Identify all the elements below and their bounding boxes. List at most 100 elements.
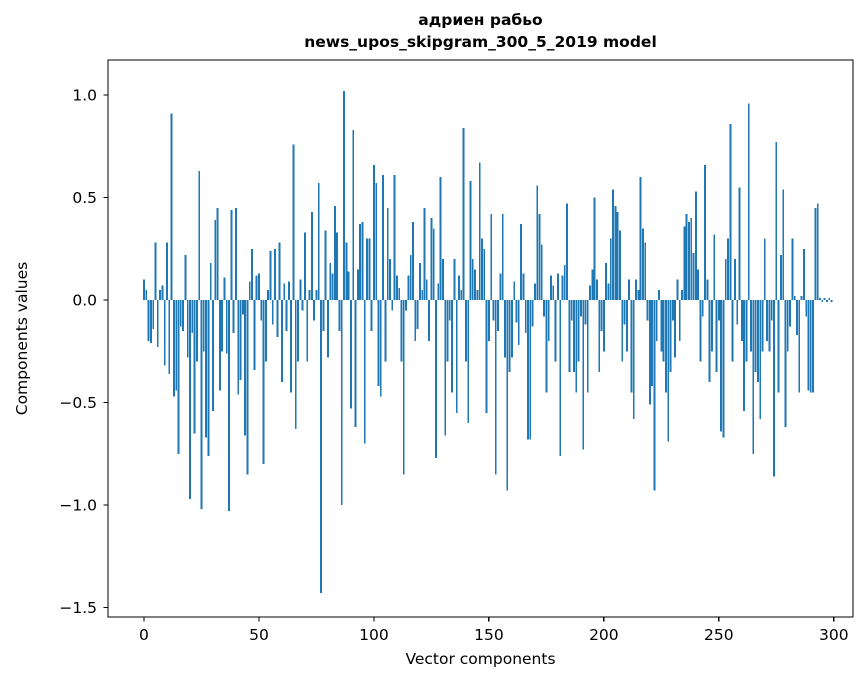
bar (825, 300, 828, 303)
bar (350, 300, 352, 409)
y-axis-label: Components values (13, 261, 31, 416)
bar (759, 300, 762, 419)
bar (506, 300, 509, 491)
bar (814, 207, 817, 301)
bar (575, 300, 578, 393)
bar (184, 254, 187, 301)
bar (145, 289, 148, 301)
bar (782, 189, 785, 301)
bar (446, 300, 449, 362)
bar (734, 259, 736, 301)
bar (777, 300, 780, 393)
bar (435, 300, 437, 458)
bar (527, 300, 529, 440)
bar (683, 226, 686, 301)
bar (761, 300, 764, 352)
bar (566, 203, 568, 301)
bar (189, 300, 191, 499)
bar (494, 300, 497, 475)
bar (379, 300, 382, 397)
y-tick-label: 0.5 (72, 189, 97, 207)
bar (724, 259, 727, 301)
bar (658, 289, 660, 301)
bar (448, 300, 451, 321)
bar (423, 207, 426, 301)
bar (262, 300, 265, 465)
bar (602, 300, 605, 352)
bar (441, 259, 444, 301)
bar (524, 300, 527, 333)
bar (322, 300, 325, 331)
bar (425, 279, 428, 301)
bar (699, 300, 702, 362)
bar (225, 300, 228, 354)
bar (830, 300, 833, 303)
bar (786, 300, 789, 352)
bar (543, 300, 545, 317)
bar (354, 300, 357, 428)
bar (692, 252, 695, 301)
bar (359, 224, 362, 301)
bar (301, 300, 304, 311)
bar (327, 300, 329, 358)
bar (391, 300, 394, 311)
bar (513, 281, 516, 301)
bar (600, 300, 603, 331)
chart-title: адриен рабьо news_upos_skipgram_300_5_20… (108, 9, 853, 53)
bar (598, 300, 601, 372)
bar (212, 300, 214, 411)
y-tick-label: −1.5 (59, 599, 97, 617)
bar (547, 300, 550, 342)
bar (715, 300, 718, 372)
bar (697, 269, 700, 301)
bar (639, 177, 642, 301)
bar (402, 300, 405, 475)
bar (363, 300, 366, 444)
x-tick-label: 50 (249, 626, 269, 644)
bar (612, 189, 614, 301)
bar (170, 113, 173, 301)
x-tick-label: 250 (704, 626, 734, 644)
bar (324, 230, 327, 301)
bar (563, 265, 566, 301)
bar (722, 300, 725, 438)
bar (552, 285, 555, 301)
x-tick-label: 0 (139, 626, 149, 644)
bar (471, 259, 474, 301)
x-tick-label: 300 (819, 626, 849, 644)
bar (405, 300, 408, 311)
bar (607, 283, 610, 301)
bar (517, 300, 520, 346)
bar (798, 300, 801, 393)
bar (614, 205, 617, 301)
bar (398, 287, 401, 301)
bar (796, 300, 798, 335)
bar (444, 300, 447, 436)
bar (671, 300, 674, 321)
bar (193, 300, 196, 434)
bar (802, 248, 805, 301)
bar (593, 197, 596, 301)
bar (356, 269, 359, 301)
bar (533, 283, 536, 301)
bar (306, 300, 309, 362)
bar (669, 300, 672, 372)
bar (152, 300, 155, 329)
bar (310, 211, 313, 301)
bar (573, 300, 575, 372)
bar (779, 254, 782, 301)
bar (768, 300, 771, 352)
bar (269, 250, 272, 301)
bar (508, 300, 511, 372)
bar (179, 300, 182, 327)
bar (437, 283, 440, 301)
x-axis-label: Vector components (405, 650, 556, 668)
bar (412, 222, 414, 301)
bar (168, 300, 171, 374)
bar (540, 244, 543, 301)
bar (665, 300, 667, 393)
bar (315, 289, 318, 301)
bar (290, 300, 293, 393)
axes-box (107, 59, 854, 618)
